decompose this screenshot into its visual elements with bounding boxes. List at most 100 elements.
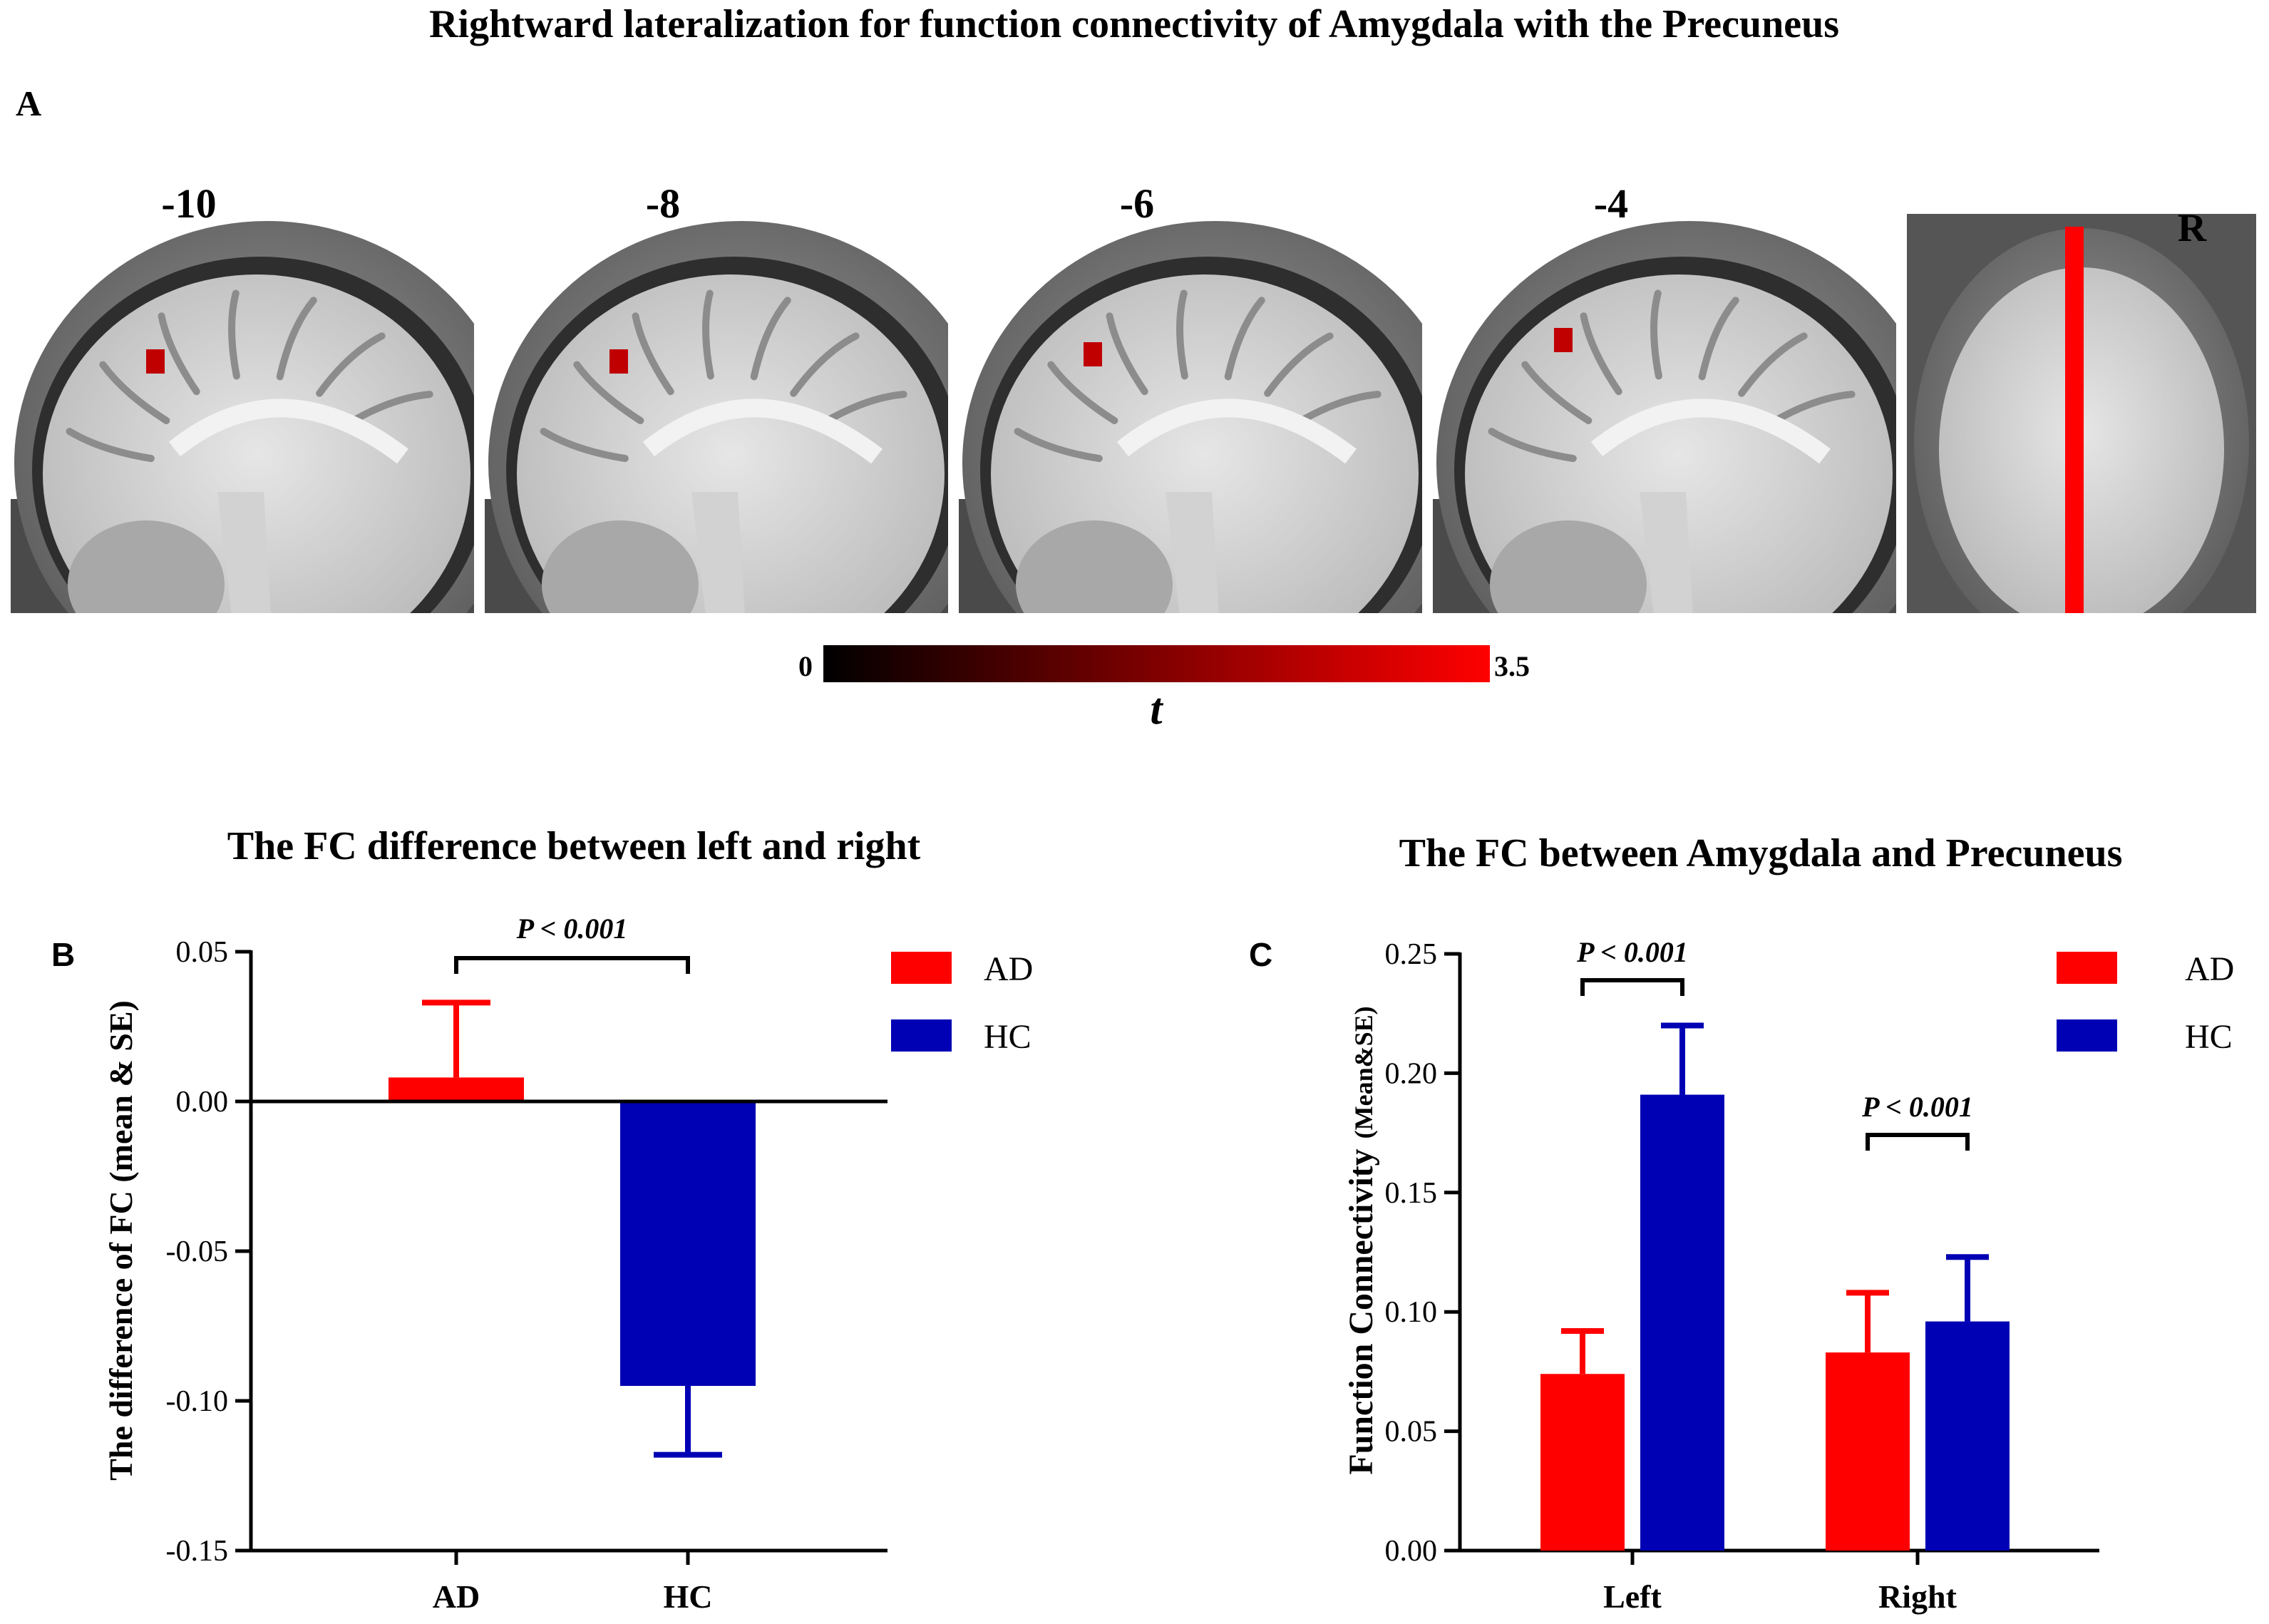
colorbar-max-label: 3.5 — [1494, 650, 1530, 682]
activation-cluster — [1084, 342, 1102, 366]
gyrus-line — [1580, 312, 1622, 396]
gyrus-line — [1224, 297, 1265, 381]
gyrus-line — [573, 361, 644, 424]
brainstem — [1166, 492, 1219, 613]
brain-tissue — [517, 274, 945, 613]
brain-slices: -10 -8 -6 -4 — [11, 180, 2256, 613]
brain-tissue — [991, 274, 1419, 613]
gyrus-line — [750, 297, 791, 381]
brain-slice-2: -8 — [485, 180, 948, 613]
panel-c-significance-label: P < 0.001 — [1861, 1091, 1973, 1123]
panel-b-y-tick-label: -0.15 — [166, 1535, 229, 1568]
panel-c-significance-label: P < 0.001 — [1576, 936, 1688, 968]
colorbar-gradient — [823, 645, 1490, 682]
panel-b-x-tick-label: AD — [433, 1578, 480, 1615]
panel-b-significance-bracket — [454, 956, 690, 974]
panel-c-y-tick-label: 0.15 — [1385, 1177, 1438, 1210]
gyrus-line — [1264, 332, 1334, 397]
corpus-callosum — [168, 399, 408, 464]
panel-b-legend-label-HC: HC — [984, 1018, 1031, 1056]
panel-c-label: C — [1249, 936, 1272, 973]
panel-a-label: A — [16, 83, 41, 123]
gyrus-line — [99, 361, 170, 424]
slice-label: -8 — [646, 180, 680, 227]
figure-title: Rightward lateralization for function co… — [429, 2, 1839, 46]
panel-b-bar-AD — [389, 1077, 524, 1101]
gyrus-line — [540, 428, 629, 463]
panel-b-y-tick-label: -0.10 — [166, 1385, 229, 1418]
corpus-callosum — [1590, 399, 1831, 464]
gyrus-line — [1047, 361, 1118, 424]
brainstem — [1640, 492, 1693, 613]
gyrus-line — [1738, 332, 1808, 397]
panel-b-y-tick-label: 0.00 — [176, 1086, 229, 1119]
panel-c-bar-Left-HC — [1640, 1094, 1724, 1551]
panel-c-y-tick-label: 0.20 — [1385, 1057, 1438, 1090]
colorbar: 0 3.5 t — [798, 645, 1530, 734]
gyrus-line — [1176, 289, 1188, 380]
panel-c-y-tick-label: 0.25 — [1385, 938, 1438, 971]
panel-b-label: B — [51, 936, 75, 973]
panel-c-bar-Right-AD — [1826, 1352, 1910, 1551]
panel-b-legend-swatch-HC — [891, 1019, 952, 1052]
panel-c-x-tick-label: Left — [1603, 1578, 1662, 1615]
panel-c-y-axis-label-sub: (Mean&SE) — [1349, 1006, 1378, 1139]
cerebellum — [1016, 520, 1173, 613]
brainstem — [691, 492, 745, 613]
colorbar-min-label: 0 — [798, 650, 813, 682]
panel-c-legend-label-HC: HC — [2185, 1018, 2233, 1056]
panel-c-y-tick-label: 0.00 — [1385, 1535, 1438, 1568]
panel-b-y-tick-label: 0.05 — [176, 936, 229, 969]
panel-c-y-axis-label: Function Connectivity (Mean&SE) — [1342, 1006, 1380, 1474]
panel-c-legend-swatch-HC — [2057, 1019, 2117, 1052]
panel-b-legend-label-AD: AD — [984, 950, 1033, 988]
panel-c-significance-bracket — [1580, 978, 1684, 996]
panel-b-x-tick-label: HC — [664, 1578, 713, 1615]
panel-b-y-tick-label: -0.05 — [166, 1235, 229, 1268]
gyrus-line — [1488, 428, 1577, 463]
gyrus-line — [158, 312, 200, 396]
panel-c-legend-label-AD: AD — [2185, 950, 2234, 988]
gyrus-line — [1650, 289, 1662, 380]
activation-cluster — [1554, 328, 1573, 352]
gyrus-line — [1698, 297, 1739, 381]
panel-c-significance-bracket — [1866, 1133, 1970, 1151]
gyrus-line — [790, 332, 860, 397]
gyrus-line — [276, 297, 317, 381]
panel-c-y-tick-label: 0.10 — [1385, 1296, 1438, 1329]
gyrus-line — [1106, 312, 1148, 396]
brain-slice-1: -10 — [11, 180, 474, 613]
brainstem — [217, 492, 271, 613]
panel-b-y-axis-label: The difference of FC (mean & SE) — [103, 1000, 139, 1481]
panel-c-bar-Left-AD — [1540, 1374, 1625, 1551]
slice-label: -6 — [1120, 180, 1154, 227]
cerebellum — [1490, 520, 1647, 613]
gyrus-line — [632, 312, 674, 396]
brain-tissue — [1465, 274, 1893, 613]
gyrus-line — [1521, 361, 1593, 424]
activation-cluster — [609, 349, 628, 374]
brain-slice-5 — [1907, 214, 2256, 613]
orientation-label: R — [2178, 206, 2207, 250]
gyrus-line — [66, 428, 155, 463]
panel-b-significance-label: P < 0.001 — [516, 913, 628, 945]
gyrus-line — [316, 332, 386, 397]
gyrus-line — [1014, 428, 1103, 463]
panel-c-bar-Right-HC — [1925, 1321, 2010, 1551]
corpus-callosum — [1116, 399, 1357, 464]
activation-cluster — [146, 349, 165, 374]
panel-c-legend-swatch-AD — [2057, 952, 2117, 984]
panel-c-y-axis-label-main: Function Connectivity — [1342, 1148, 1380, 1474]
panel-c-x-tick-label: Right — [1878, 1578, 1957, 1615]
brain-slice-3: -6 — [959, 180, 1422, 613]
slice-label: -4 — [1594, 180, 1628, 227]
panel-c-y-tick-label: 0.05 — [1385, 1416, 1438, 1449]
panel-b: The FC difference between left and right… — [51, 824, 1033, 1615]
corpus-callosum — [642, 399, 883, 464]
gyrus-line — [702, 289, 714, 380]
gyrus-line — [228, 289, 240, 380]
cerebellum — [542, 520, 699, 613]
panel-b-bar-HC — [620, 1101, 756, 1386]
cerebellum — [68, 520, 225, 613]
